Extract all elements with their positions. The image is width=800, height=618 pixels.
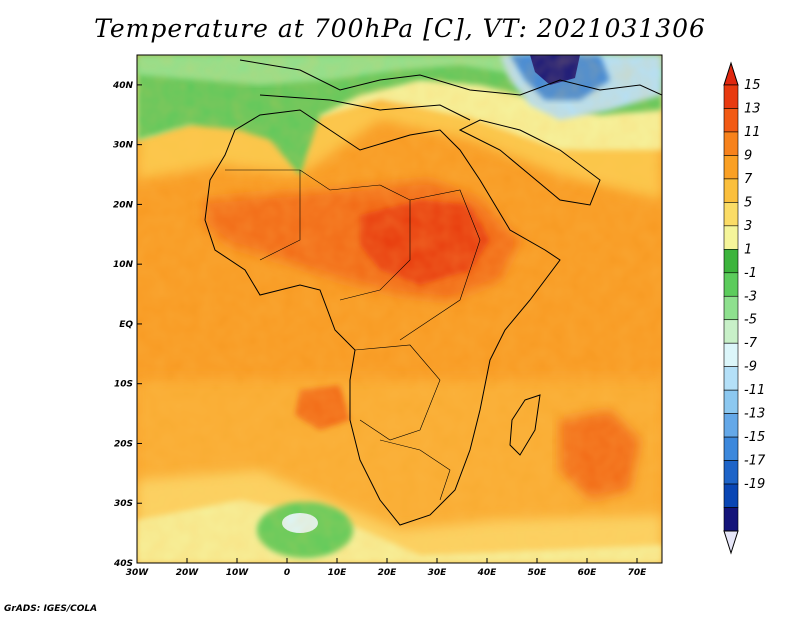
lon-tick-label: 0 [284, 568, 290, 578]
lon-tick-label: 30E [428, 568, 448, 578]
lat-tick-label: EQ [119, 320, 133, 330]
lon-tick-label: 20E [378, 568, 398, 578]
lat-tick-label: 40N [112, 81, 134, 91]
colorbar-label: -7 [744, 336, 758, 351]
colorbar-swatch [723, 483, 739, 508]
colorbar-swatch [723, 366, 739, 391]
colorbar-swatch [723, 342, 739, 367]
border-a [225, 169, 411, 301]
colorbar-label: 9 [744, 148, 752, 163]
lat-tick-label: 10N [113, 260, 134, 270]
colorbar-swatch [723, 389, 739, 414]
border-e [379, 439, 451, 501]
colorbar-label: -1 [744, 266, 757, 281]
country-borders [225, 169, 481, 501]
lon-tick-label: 10W [226, 568, 250, 578]
colorbar-label: -15 [744, 430, 765, 445]
colorbar: 15 13 11 9 7 5 3 1 -1 -3 -5 -7 -9 -11 -13 -15 -17 -19 [723, 61, 766, 555]
colorbar-swatch [723, 413, 739, 438]
lon-tick-label: 50E [528, 568, 548, 578]
colorbar-label: 5 [744, 195, 752, 210]
colorbar-label: 7 [744, 172, 753, 187]
colorbar-label: 1 [744, 242, 752, 257]
colorbar-label: -17 [744, 454, 766, 469]
lat-tick-label: 10S [114, 380, 133, 390]
colorbar-label: -3 [744, 289, 757, 304]
colorbar-label: -9 [744, 360, 757, 375]
colorbar-label: 3 [744, 219, 752, 234]
lat-tick-label: 40S [113, 559, 133, 569]
madagascar-coast [509, 394, 541, 456]
colorbar-swatch [723, 319, 739, 344]
colorbar-swatch [723, 178, 739, 203]
colorbar-label: -5 [744, 313, 757, 328]
colorbar-label: 15 [744, 78, 761, 93]
colorbar-swatch [723, 202, 739, 227]
mediterranean-coast [259, 94, 471, 121]
colorbar-bottom-triangle [723, 530, 739, 555]
lon-tick-label: 60E [578, 568, 598, 578]
colorbar-swatch [723, 225, 739, 250]
arabia-coast [458, 119, 601, 206]
lon-tick-label: 70E [628, 568, 648, 578]
temperature-field [137, 55, 662, 563]
colorbar-label: 13 [744, 101, 761, 116]
border-d [354, 344, 441, 441]
colorbar-label: -19 [744, 477, 765, 492]
colorbar-swatch [723, 436, 739, 461]
colorbar-swatch [723, 507, 739, 532]
colorbar-swatch [723, 295, 739, 321]
map-title: Temperature at 700hPa [C], VT: 202103130… [94, 14, 706, 43]
colorbar-swatch [723, 155, 739, 180]
lon-tick-label: 10E [328, 568, 348, 578]
lon-tick-label: 30W [126, 568, 150, 578]
field-texture [137, 55, 662, 563]
border-b [259, 170, 301, 261]
colorbar-label: 11 [744, 125, 761, 140]
colorbar-top-triangle [723, 61, 739, 86]
lat-tick-label: 20N [113, 200, 134, 210]
lon-tick-label: 40E [477, 568, 498, 578]
colorbar-swatch [723, 249, 739, 274]
credit-text: GrADS: IGES/COLA [4, 604, 98, 614]
colorbar-swatch [723, 84, 739, 109]
border-c [399, 189, 481, 341]
africa-coast [204, 109, 561, 526]
plot-frame [136, 54, 663, 564]
colorbar-label: -11 [744, 383, 765, 398]
colorbar-swatch [723, 272, 739, 297]
colorbar-swatch [723, 108, 739, 133]
lat-tick-label: 30N [113, 141, 134, 151]
lon-tick-label: 20W [176, 568, 200, 578]
north-coast [239, 59, 662, 96]
coastlines [204, 59, 662, 526]
lat-tick-label: 20S [114, 439, 133, 449]
colorbar-swatch [723, 460, 739, 485]
axis-ticks: 30W 20W 10W 0 10E 20E 30E 40E 50E 60E 70E 40N 30N 20N… [112, 81, 647, 578]
colorbar-swatch [723, 131, 739, 156]
lat-tick-label: 30S [114, 499, 133, 509]
colorbar-label: -13 [744, 407, 765, 422]
